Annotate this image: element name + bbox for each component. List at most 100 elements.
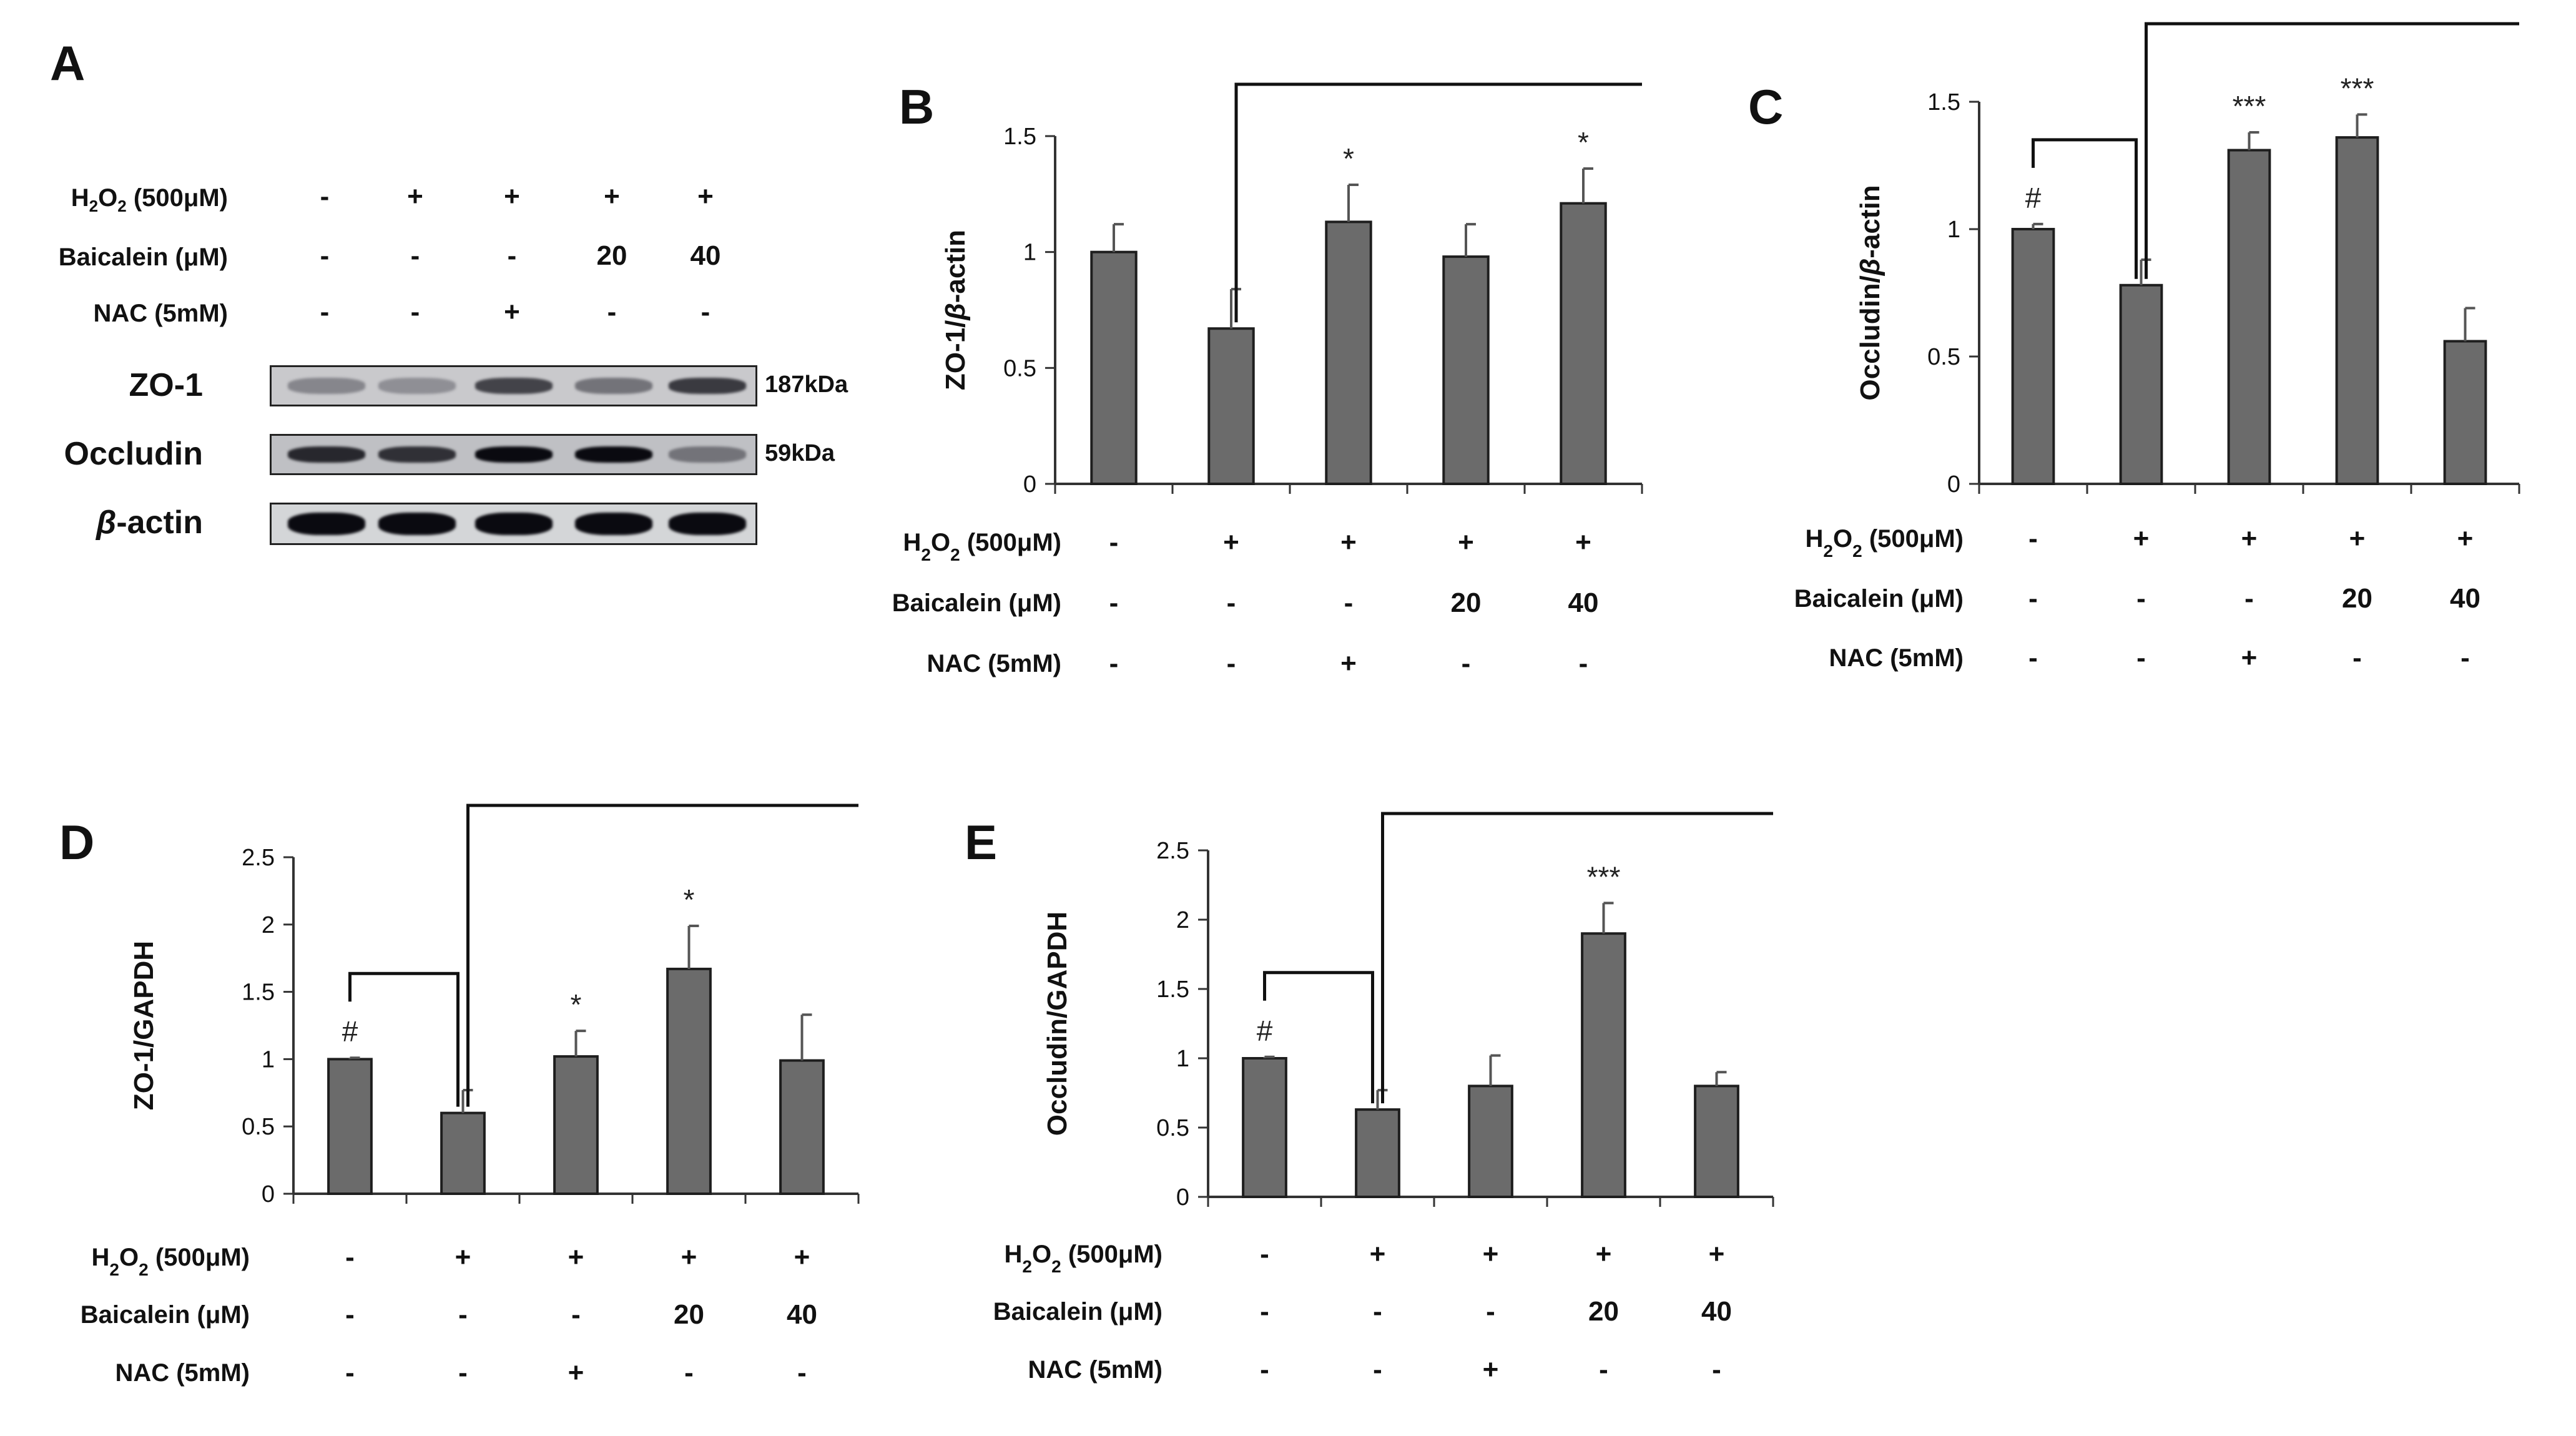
significance-marker: # bbox=[342, 1015, 358, 1048]
y-tick-label: 2.5 bbox=[242, 845, 275, 871]
blot-band bbox=[475, 446, 553, 463]
bar bbox=[1581, 932, 1626, 1198]
bar bbox=[1468, 1084, 1513, 1199]
treatment-value: - bbox=[1260, 1239, 1269, 1269]
treatment-value: - bbox=[2244, 583, 2254, 614]
treatment-value: - bbox=[1109, 527, 1119, 558]
treatment-value: - bbox=[1260, 1354, 1269, 1385]
blot-treatment-mark: + bbox=[504, 297, 520, 327]
treatment-value: 40 bbox=[2450, 583, 2480, 614]
treatment-value: + bbox=[568, 1242, 584, 1272]
treatment-value: - bbox=[345, 1242, 355, 1272]
bar bbox=[327, 1058, 373, 1196]
treatment-value: 20 bbox=[1451, 588, 1482, 618]
bar bbox=[1242, 1057, 1287, 1198]
treatment-value: + bbox=[2241, 523, 2258, 554]
blot-treatment-mark: 20 bbox=[596, 240, 627, 271]
blot-name-label: Occludin bbox=[64, 436, 203, 472]
treatment-row-label: Baicalein (μM) bbox=[892, 589, 1061, 617]
blot-band bbox=[669, 513, 746, 535]
blot-band bbox=[575, 378, 652, 394]
significance-marker: * bbox=[1578, 126, 1589, 159]
treatment-value: + bbox=[1340, 527, 1357, 558]
blot-band bbox=[475, 513, 553, 535]
treatment-row-label: H2O2 (500μM) bbox=[1806, 525, 1964, 561]
y-tick-label: 1.5 bbox=[242, 980, 275, 1006]
treatment-value: 20 bbox=[674, 1299, 704, 1330]
bar bbox=[2335, 136, 2379, 485]
treatment-value: - bbox=[1462, 648, 1471, 679]
treatment-value: 40 bbox=[1701, 1296, 1732, 1327]
blot-treatment-mark: - bbox=[607, 297, 617, 327]
significance-marker: # bbox=[2025, 182, 2042, 214]
y-tick-label: 2 bbox=[1176, 907, 1189, 933]
treatment-value: - bbox=[1486, 1296, 1495, 1327]
treatment-value: + bbox=[2457, 523, 2474, 554]
treatment-value: - bbox=[458, 1357, 468, 1388]
blot-band bbox=[288, 446, 365, 463]
blot-row-label: NAC (5mM) bbox=[93, 300, 228, 327]
y-tick-label: 1.5 bbox=[1156, 976, 1189, 1003]
treatment-value: + bbox=[794, 1242, 810, 1272]
treatment-value: - bbox=[1109, 648, 1119, 679]
blot-band bbox=[378, 378, 456, 394]
treatment-value: - bbox=[1227, 648, 1236, 679]
treatment-value: - bbox=[1344, 588, 1354, 618]
comparison-bracket bbox=[2145, 22, 2519, 279]
blot-membrane bbox=[270, 365, 757, 406]
treatment-row-label: H2O2 (500μM) bbox=[1005, 1241, 1163, 1276]
treatment-value: + bbox=[1709, 1239, 1725, 1269]
treatment-value: + bbox=[1596, 1239, 1612, 1269]
treatment-value: - bbox=[2460, 642, 2470, 673]
y-tick-label: 0.5 bbox=[1927, 344, 1960, 370]
treatment-value: - bbox=[571, 1299, 581, 1330]
treatment-value: - bbox=[2028, 583, 2038, 614]
blot-treatment-mark: - bbox=[320, 181, 330, 212]
bar bbox=[2119, 283, 2163, 485]
treatment-row-label: NAC (5mM) bbox=[1829, 644, 1964, 672]
y-tick-label: 0.5 bbox=[1156, 1115, 1189, 1141]
blot-name-label: β-actin bbox=[96, 504, 203, 541]
bar bbox=[1442, 255, 1490, 485]
blot-treatment-mark: + bbox=[697, 181, 714, 212]
bar bbox=[779, 1059, 825, 1196]
blot-band bbox=[575, 446, 652, 463]
significance-marker: # bbox=[1257, 1015, 1273, 1047]
treatment-value: - bbox=[2352, 642, 2362, 673]
treatment-value: + bbox=[1223, 527, 1239, 558]
y-tick-label: 0 bbox=[1947, 471, 1960, 498]
y-tick-label: 1.5 bbox=[1003, 124, 1036, 150]
bar bbox=[1325, 220, 1372, 485]
y-tick-label: 1 bbox=[1176, 1046, 1189, 1072]
blot-treatment-mark: - bbox=[320, 240, 330, 271]
y-tick-label: 1 bbox=[1023, 240, 1036, 266]
blot-treatment-mark: - bbox=[507, 240, 517, 271]
treatment-value: - bbox=[1373, 1354, 1382, 1385]
blot-treatment-mark: - bbox=[320, 297, 330, 327]
treatment-row-label: Baicalein (μM) bbox=[1794, 585, 1964, 612]
bar bbox=[2443, 340, 2487, 486]
y-tick-label: 0 bbox=[262, 1181, 275, 1207]
y-tick-label: 0 bbox=[1176, 1184, 1189, 1211]
treatment-row-label: Baicalein (μM) bbox=[81, 1301, 250, 1329]
bar bbox=[553, 1055, 599, 1196]
y-axis-label: ZO-1/β-actin bbox=[940, 230, 971, 390]
treatment-row-label: H2O2 (500μM) bbox=[92, 1244, 250, 1279]
treatment-value: - bbox=[1373, 1296, 1382, 1327]
blot-band bbox=[378, 513, 456, 535]
treatment-value: - bbox=[2028, 523, 2038, 554]
comparison-bracket bbox=[1381, 812, 1773, 1104]
treatment-row-label: NAC (5mM) bbox=[115, 1359, 250, 1387]
treatment-value: - bbox=[684, 1357, 694, 1388]
y-axis-label: Occludin/β-actin bbox=[1855, 185, 1885, 400]
treatment-row-label: NAC (5mM) bbox=[927, 650, 1061, 677]
treatment-row-label: H2O2 (500μM) bbox=[903, 529, 1061, 564]
blot-membrane bbox=[270, 503, 757, 545]
blot-band bbox=[378, 446, 456, 463]
panel-label: D bbox=[59, 815, 94, 870]
panel-label: B bbox=[899, 79, 934, 134]
treatment-value: - bbox=[1579, 648, 1588, 679]
treatment-row-label: NAC (5mM) bbox=[1028, 1356, 1163, 1384]
significance-marker: * bbox=[1343, 142, 1354, 175]
comparison-bracket bbox=[1234, 82, 1642, 323]
